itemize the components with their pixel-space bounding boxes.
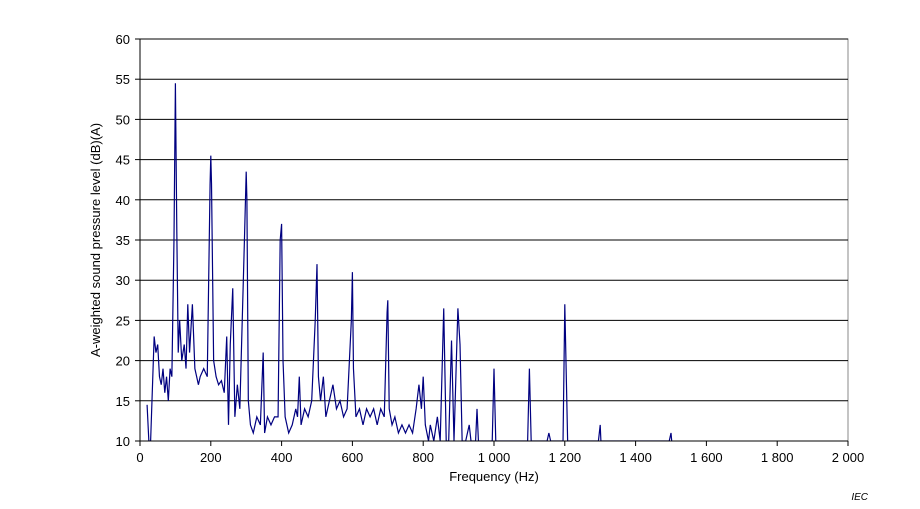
annotation: IEC [851, 492, 868, 503]
y-tick-label: 15 [116, 394, 130, 409]
y-tick-label: 30 [116, 273, 130, 288]
x-tick-label: 1 600 [690, 450, 723, 465]
x-tick-label: 1 400 [619, 450, 652, 465]
x-tick-label: 400 [271, 450, 293, 465]
y-tick-label: 25 [116, 313, 130, 328]
x-tick-label: 1 800 [761, 450, 794, 465]
x-tick-label: 0 [136, 450, 143, 465]
y-tick-label: 35 [116, 233, 130, 248]
x-tick-label: 200 [200, 450, 222, 465]
y-tick-label: 55 [116, 72, 130, 87]
series-line [146, 83, 673, 441]
x-axis-label: Frequency (Hz) [449, 469, 539, 484]
y-tick-label: 20 [116, 354, 130, 369]
y-tick-label: 40 [116, 193, 130, 208]
y-tick-label: 45 [116, 153, 130, 168]
x-tick-label: 800 [412, 450, 434, 465]
x-tick-label: 1 200 [549, 450, 582, 465]
y-axis-label: A-weighted sound pressure level (dB)(A) [88, 123, 103, 357]
y-tick-label: 10 [116, 434, 130, 449]
x-tick-label: 2 000 [832, 450, 865, 465]
y-tick-label: 50 [116, 112, 130, 127]
x-tick-label: 1 000 [478, 450, 511, 465]
x-tick-label: 600 [342, 450, 364, 465]
y-tick-label: 60 [116, 32, 130, 47]
